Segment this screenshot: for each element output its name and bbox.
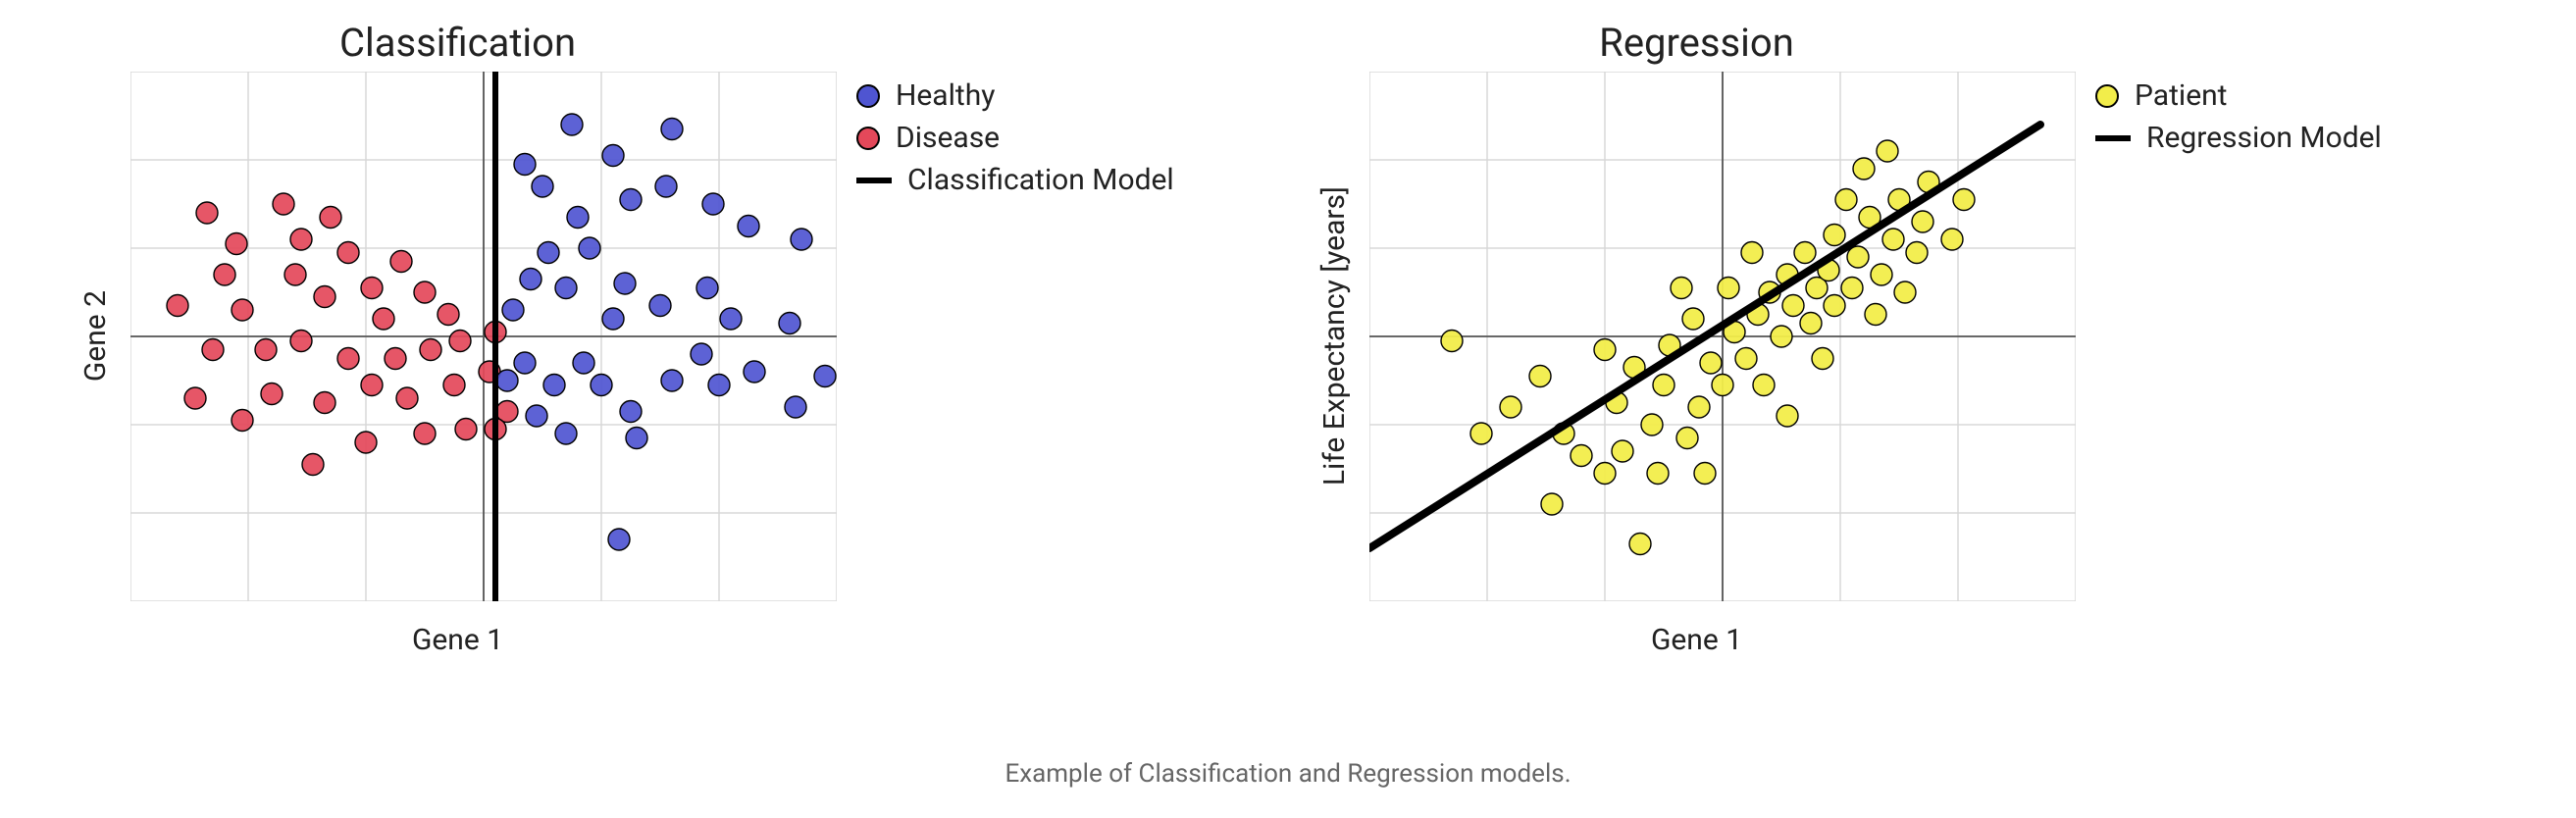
classification-block: Classification Gene 2 Gene 1 Healthy Dise… [78, 20, 1259, 749]
regression-plot [1369, 72, 2076, 601]
legend-item: Classification Model [856, 163, 1174, 197]
regression-title: Regression [1599, 20, 1794, 66]
legend-item: Patient [2095, 78, 2382, 113]
regression-xlabel: Gene 1 [1651, 623, 1742, 657]
legend-item: Disease [856, 121, 1174, 155]
legend-label: Regression Model [2146, 121, 2382, 155]
regression-block: Regression Life Expectancy [years] Gene … [1317, 20, 2498, 749]
legend-label: Classification Model [907, 163, 1174, 197]
classification-title: Classification [339, 20, 576, 66]
legend-item: Regression Model [2095, 121, 2382, 155]
legend-label: Healthy [896, 78, 995, 113]
classification-legend: Healthy Disease Classification Model [837, 20, 1174, 205]
legend-label: Patient [2135, 78, 2227, 113]
regression-legend: Patient Regression Model [2076, 20, 2382, 163]
figure-caption: Example of Classification and Regression… [0, 749, 2576, 818]
legend-line-icon [2095, 135, 2131, 141]
legend-item: Healthy [856, 78, 1174, 113]
regression-ylabel: Life Expectancy [years] [1317, 186, 1352, 486]
classification-xlabel: Gene 1 [412, 623, 503, 657]
legend-dot-icon [856, 84, 880, 108]
legend-dot-icon [856, 127, 880, 150]
legend-line-icon [856, 178, 892, 183]
legend-dot-icon [2095, 84, 2119, 108]
classification-ylabel: Gene 2 [78, 290, 113, 382]
legend-label: Disease [896, 121, 1000, 155]
charts-row: Classification Gene 2 Gene 1 Healthy Dise… [0, 0, 2576, 749]
classification-plot [130, 72, 837, 601]
